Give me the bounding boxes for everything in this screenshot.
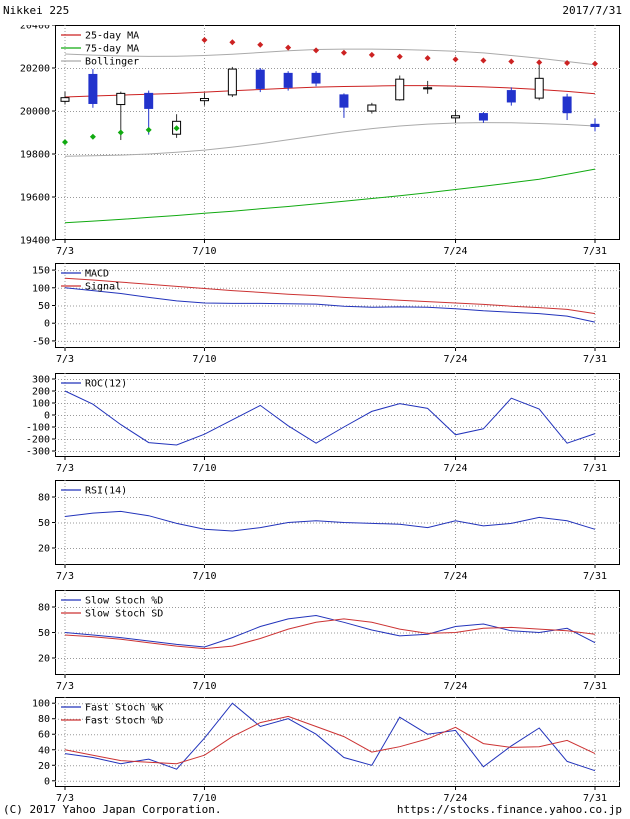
svg-text:100: 100 [32, 399, 50, 410]
svg-text:20: 20 [38, 544, 50, 555]
svg-text:7/3: 7/3 [56, 681, 74, 692]
symbol-title: Nikkei 225 [3, 4, 70, 17]
svg-text:150: 150 [32, 266, 50, 277]
svg-text:Bollinger: Bollinger [85, 57, 139, 68]
svg-text:7/31: 7/31 [583, 246, 607, 257]
price-candlestick-chart: 20400 20200 20000 19800 19600 19400 7/3 7/10 7/2… [20, 25, 620, 257]
svg-text:40: 40 [38, 745, 50, 756]
svg-text:19800: 19800 [20, 150, 50, 161]
svg-text:0: 0 [44, 776, 50, 787]
svg-text:-50: -50 [32, 336, 50, 347]
svg-text:7/10: 7/10 [192, 681, 216, 692]
svg-text:20: 20 [38, 761, 50, 772]
svg-text:7/24: 7/24 [443, 793, 467, 804]
svg-text:60: 60 [38, 730, 50, 741]
svg-text:MACD: MACD [85, 269, 109, 280]
svg-text:75-day MA: 75-day MA [85, 44, 139, 55]
svg-text:7/31: 7/31 [583, 463, 607, 474]
svg-text:Signal: Signal [85, 282, 121, 293]
svg-text:200: 200 [32, 387, 50, 398]
svg-text:50: 50 [38, 628, 50, 639]
svg-text:7/10: 7/10 [192, 793, 216, 804]
source-url: https://stocks.finance.yahoo.co.jp [396, 803, 622, 816]
slow-stochastics-chart: 80 50 20 7/3 7/10 7/24 7/31 Slow Stoch %D Slow S… [38, 590, 620, 692]
chart-footer: (C) 2017 Yahoo Japan Corporation. https:… [3, 803, 622, 816]
svg-text:Slow Stoch %D: Slow Stoch %D [85, 596, 163, 607]
svg-text:25-day MA: 25-day MA [85, 31, 139, 42]
svg-text:50: 50 [38, 518, 50, 529]
svg-text:-100: -100 [26, 423, 50, 434]
svg-text:100: 100 [32, 699, 50, 710]
svg-text:RSI(14): RSI(14) [85, 486, 127, 497]
svg-text:19400: 19400 [20, 236, 50, 247]
macd-chart: 150 100 50 0 -50 7/3 7/10 7/24 7/31 MACD Signal [32, 263, 620, 365]
copyright-text: (C) 2017 Yahoo Japan Corporation. [3, 803, 222, 816]
svg-text:7/10: 7/10 [192, 354, 216, 365]
svg-text:7/3: 7/3 [56, 793, 74, 804]
svg-text:7/3: 7/3 [56, 571, 74, 582]
svg-text:7/10: 7/10 [192, 246, 216, 257]
svg-text:-300: -300 [26, 447, 50, 458]
svg-text:80: 80 [38, 493, 50, 504]
svg-text:-200: -200 [26, 435, 50, 446]
svg-text:7/24: 7/24 [443, 463, 467, 474]
fast-stochastics-chart: 100 80 60 40 20 0 7/3 7/10 7/24 7/31 Fast Stoch %K… [32, 697, 620, 804]
svg-text:7/3: 7/3 [56, 463, 74, 474]
svg-text:7/31: 7/31 [583, 571, 607, 582]
chart-date: 2017/7/31 [562, 4, 622, 17]
svg-text:Fast Stoch %D: Fast Stoch %D [85, 716, 163, 727]
svg-text:20000: 20000 [20, 107, 50, 118]
svg-text:100: 100 [32, 283, 50, 294]
svg-text:20: 20 [38, 654, 50, 665]
svg-text:7/24: 7/24 [443, 571, 467, 582]
svg-text:50: 50 [38, 301, 50, 312]
svg-text:7/24: 7/24 [443, 246, 467, 257]
svg-text:19600: 19600 [20, 193, 50, 204]
svg-text:0: 0 [44, 411, 50, 422]
svg-text:7/3: 7/3 [56, 354, 74, 365]
svg-text:80: 80 [38, 714, 50, 725]
svg-text:7/31: 7/31 [583, 354, 607, 365]
svg-text:20200: 20200 [20, 64, 50, 75]
svg-text:7/31: 7/31 [583, 793, 607, 804]
svg-text:Fast Stoch %K: Fast Stoch %K [85, 703, 163, 714]
chart-header: Nikkei 225 2017/7/31 [3, 4, 622, 17]
svg-text:7/10: 7/10 [192, 463, 216, 474]
rsi-chart: 80 50 20 7/3 7/10 7/24 7/31 RSI(14) [38, 480, 620, 582]
svg-text:ROC(12): ROC(12) [85, 379, 127, 390]
svg-text:80: 80 [38, 603, 50, 614]
svg-text:0: 0 [44, 319, 50, 330]
svg-text:7/24: 7/24 [443, 681, 467, 692]
svg-text:20400: 20400 [20, 25, 50, 32]
svg-text:300: 300 [32, 375, 50, 386]
svg-text:7/3: 7/3 [56, 246, 74, 257]
svg-text:7/24: 7/24 [443, 354, 467, 365]
svg-text:7/10: 7/10 [192, 571, 216, 582]
svg-text:Slow Stoch SD: Slow Stoch SD [85, 609, 163, 620]
svg-text:7/31: 7/31 [583, 681, 607, 692]
